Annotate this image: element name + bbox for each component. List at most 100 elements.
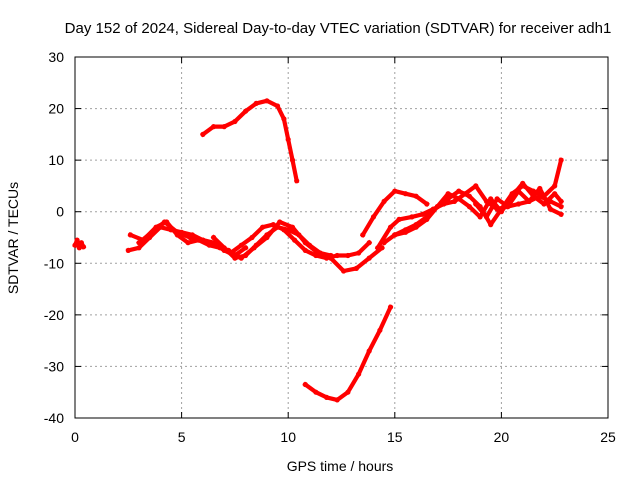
series-12-point — [505, 204, 511, 210]
x-tick-label: 20 — [494, 429, 510, 445]
series-3-point — [302, 247, 308, 253]
x-tick-label: 5 — [178, 429, 186, 445]
series-4-point — [353, 265, 359, 271]
series-6-point — [232, 255, 238, 261]
series-9-point — [419, 211, 426, 217]
series-1-point — [74, 237, 80, 243]
series-10-point — [381, 240, 387, 246]
series-3-point — [292, 237, 298, 243]
series-4-point — [161, 219, 168, 225]
series-1-point — [80, 244, 87, 250]
series-9-point — [451, 198, 458, 204]
x-tick-label: 0 — [71, 429, 79, 445]
series-11-point — [402, 227, 409, 233]
series-9-point — [396, 216, 402, 222]
series-7-point — [377, 327, 383, 333]
series-5-point — [274, 103, 281, 109]
series-7-point — [366, 348, 372, 354]
series-5-point — [253, 100, 259, 106]
chart-title: Day 152 of 2024, Sidereal Day-to-day VTE… — [65, 20, 612, 37]
series-3-point — [249, 234, 255, 241]
x-axis-label: GPS time / hours — [287, 458, 394, 474]
series-4-point — [174, 229, 180, 235]
series-5-point — [281, 116, 287, 122]
series-9-point — [409, 214, 415, 220]
series-3-point — [334, 252, 340, 259]
series-12-point — [547, 206, 554, 212]
series-12-point — [494, 196, 500, 202]
series-5-point — [264, 98, 270, 104]
series-9-point — [558, 204, 564, 210]
y-axis-label: SDTVAR / TECUs — [5, 182, 21, 294]
series-8-point — [392, 188, 398, 194]
series-11-point — [552, 183, 558, 189]
series-6-point — [264, 232, 270, 238]
series-7-trace — [302, 304, 394, 402]
y-tick-label: 20 — [48, 101, 64, 117]
series-5-point — [294, 178, 300, 184]
series-6-point — [296, 232, 302, 238]
series-8-point — [381, 198, 387, 204]
series-4-point — [187, 234, 193, 241]
series-2-point — [243, 245, 249, 251]
series-12-point — [537, 185, 543, 192]
series-9-point — [473, 183, 479, 189]
series-12-point — [558, 211, 564, 217]
series-3-point — [356, 250, 362, 256]
y-tick-label: -20 — [44, 307, 64, 323]
series-10-point — [477, 214, 483, 220]
series-11-point — [413, 222, 419, 228]
series-11-point — [434, 204, 440, 210]
series-4-point — [200, 237, 206, 243]
series-10-point — [488, 196, 494, 202]
series-9-point — [375, 245, 381, 251]
series-7-point — [345, 389, 351, 395]
series-4-point — [213, 242, 219, 248]
series-9-point — [387, 224, 394, 230]
series-1-point — [72, 242, 78, 248]
x-tick-label: 25 — [600, 429, 616, 445]
y-tick-label: -10 — [44, 255, 64, 271]
series-12-point — [473, 201, 479, 207]
x-tick-label: 15 — [387, 429, 403, 445]
series-4-point — [149, 229, 155, 235]
series-3-point — [366, 240, 372, 246]
series-6-point — [285, 227, 291, 233]
series-8-point — [370, 214, 377, 220]
series-1-point — [78, 240, 84, 246]
series-10-point — [445, 191, 451, 197]
series-4-point — [341, 268, 347, 274]
series-3-point — [127, 232, 133, 238]
series-8-point — [360, 232, 366, 238]
series-5-point — [200, 131, 206, 137]
series-11-point — [445, 196, 451, 202]
series-5-point — [243, 108, 249, 114]
series-2-point — [125, 247, 131, 253]
series-8-point — [402, 191, 409, 197]
series-7-point — [334, 397, 340, 403]
series-3-point — [185, 240, 191, 246]
series-12-point — [515, 188, 522, 194]
series-6-point — [317, 250, 323, 256]
series-11-point — [466, 193, 472, 199]
series-4-point — [289, 224, 296, 230]
data-series — [72, 98, 565, 403]
series-6-point — [243, 252, 249, 259]
grid — [75, 57, 608, 418]
series-7-point — [313, 389, 319, 395]
series-4-point — [366, 255, 372, 261]
series-7-point — [302, 381, 308, 388]
series-11-point — [392, 232, 398, 238]
series-5-point — [289, 157, 296, 163]
y-tick-label: 10 — [48, 152, 64, 168]
plot-frame — [74, 56, 609, 419]
series-5-point — [221, 124, 227, 130]
y-tick-label: 30 — [48, 49, 64, 65]
series-11-point — [558, 157, 564, 163]
y-tick-label: -30 — [44, 358, 64, 374]
series-11-point — [424, 214, 430, 220]
series-6-point — [253, 242, 259, 248]
y-tick-label: 0 — [56, 204, 64, 220]
series-11-point — [488, 222, 494, 228]
